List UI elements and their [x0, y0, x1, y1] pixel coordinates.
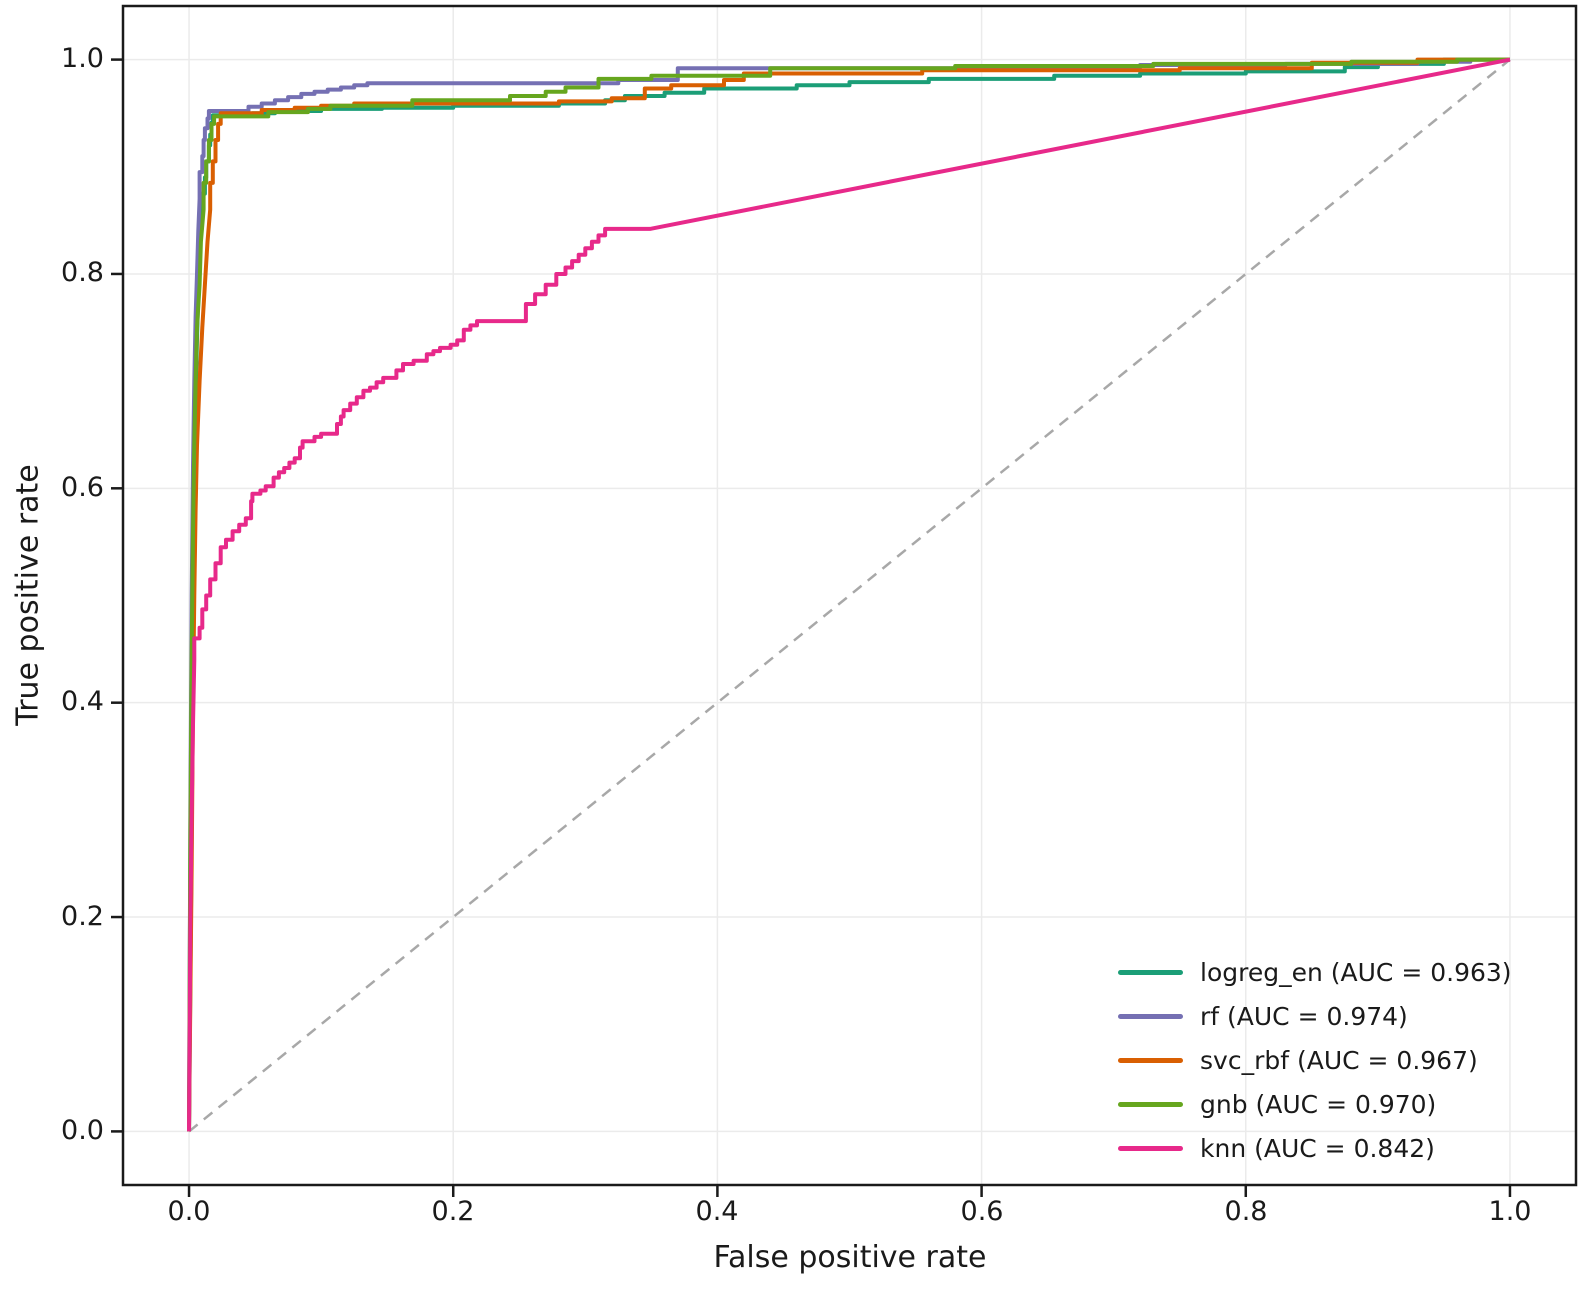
legend: logreg_en (AUC = 0.963) rf (AUC = 0.974)…	[1118, 950, 1512, 1170]
legend-label-rf: rf (AUC = 0.974)	[1200, 1001, 1408, 1031]
legend-item-svc_rbf: svc_rbf (AUC = 0.967)	[1118, 1038, 1512, 1082]
axes-frame	[121, 4, 1578, 1187]
y-tick-label-1.0: 1.0	[61, 43, 104, 74]
x-axis-label: False positive rate	[713, 1240, 987, 1275]
x-tick-label-0.8: 0.8	[1224, 1196, 1268, 1227]
legend-swatch-rf	[1118, 1013, 1183, 1019]
y-tick-label-0.2: 0.2	[61, 901, 104, 932]
x-tick-label-0.2: 0.2	[431, 1196, 475, 1227]
x-tick-label-0.4: 0.4	[695, 1196, 739, 1227]
y-tick-label-0.0: 0.0	[61, 1115, 104, 1146]
legend-swatch-logreg_en	[1118, 969, 1183, 975]
y-tick-label-0.6: 0.6	[61, 472, 104, 503]
legend-label-gnb: gnb (AUC = 0.970)	[1200, 1089, 1437, 1119]
legend-swatch-svc_rbf	[1118, 1057, 1183, 1063]
legend-swatch-knn	[1118, 1145, 1183, 1151]
legend-label-knn: knn (AUC = 0.842)	[1200, 1133, 1435, 1163]
x-tick-label-0.6: 0.6	[960, 1196, 1004, 1227]
legend-item-knn: knn (AUC = 0.842)	[1118, 1126, 1512, 1170]
curve-gnb	[187, 57, 1510, 1132]
y-axis-label: True positive rate	[10, 464, 46, 726]
x-tick-label-0.0: 0.0	[167, 1196, 211, 1227]
legend-item-logreg_en: logreg_en (AUC = 0.963)	[1118, 950, 1512, 994]
legend-label-logreg_en: logreg_en (AUC = 0.963)	[1200, 957, 1512, 987]
legend-item-rf: rf (AUC = 0.974)	[1118, 994, 1512, 1038]
x-tick-label-1.0: 1.0	[1488, 1196, 1532, 1227]
curve-knn	[187, 57, 1511, 1132]
y-tick-label-0.8: 0.8	[61, 257, 104, 288]
y-tick-label-0.4: 0.4	[61, 686, 104, 717]
legend-item-gnb: gnb (AUC = 0.970)	[1118, 1082, 1512, 1126]
legend-swatch-gnb	[1118, 1101, 1183, 1107]
legend-label-svc_rbf: svc_rbf (AUC = 0.967)	[1200, 1045, 1478, 1075]
